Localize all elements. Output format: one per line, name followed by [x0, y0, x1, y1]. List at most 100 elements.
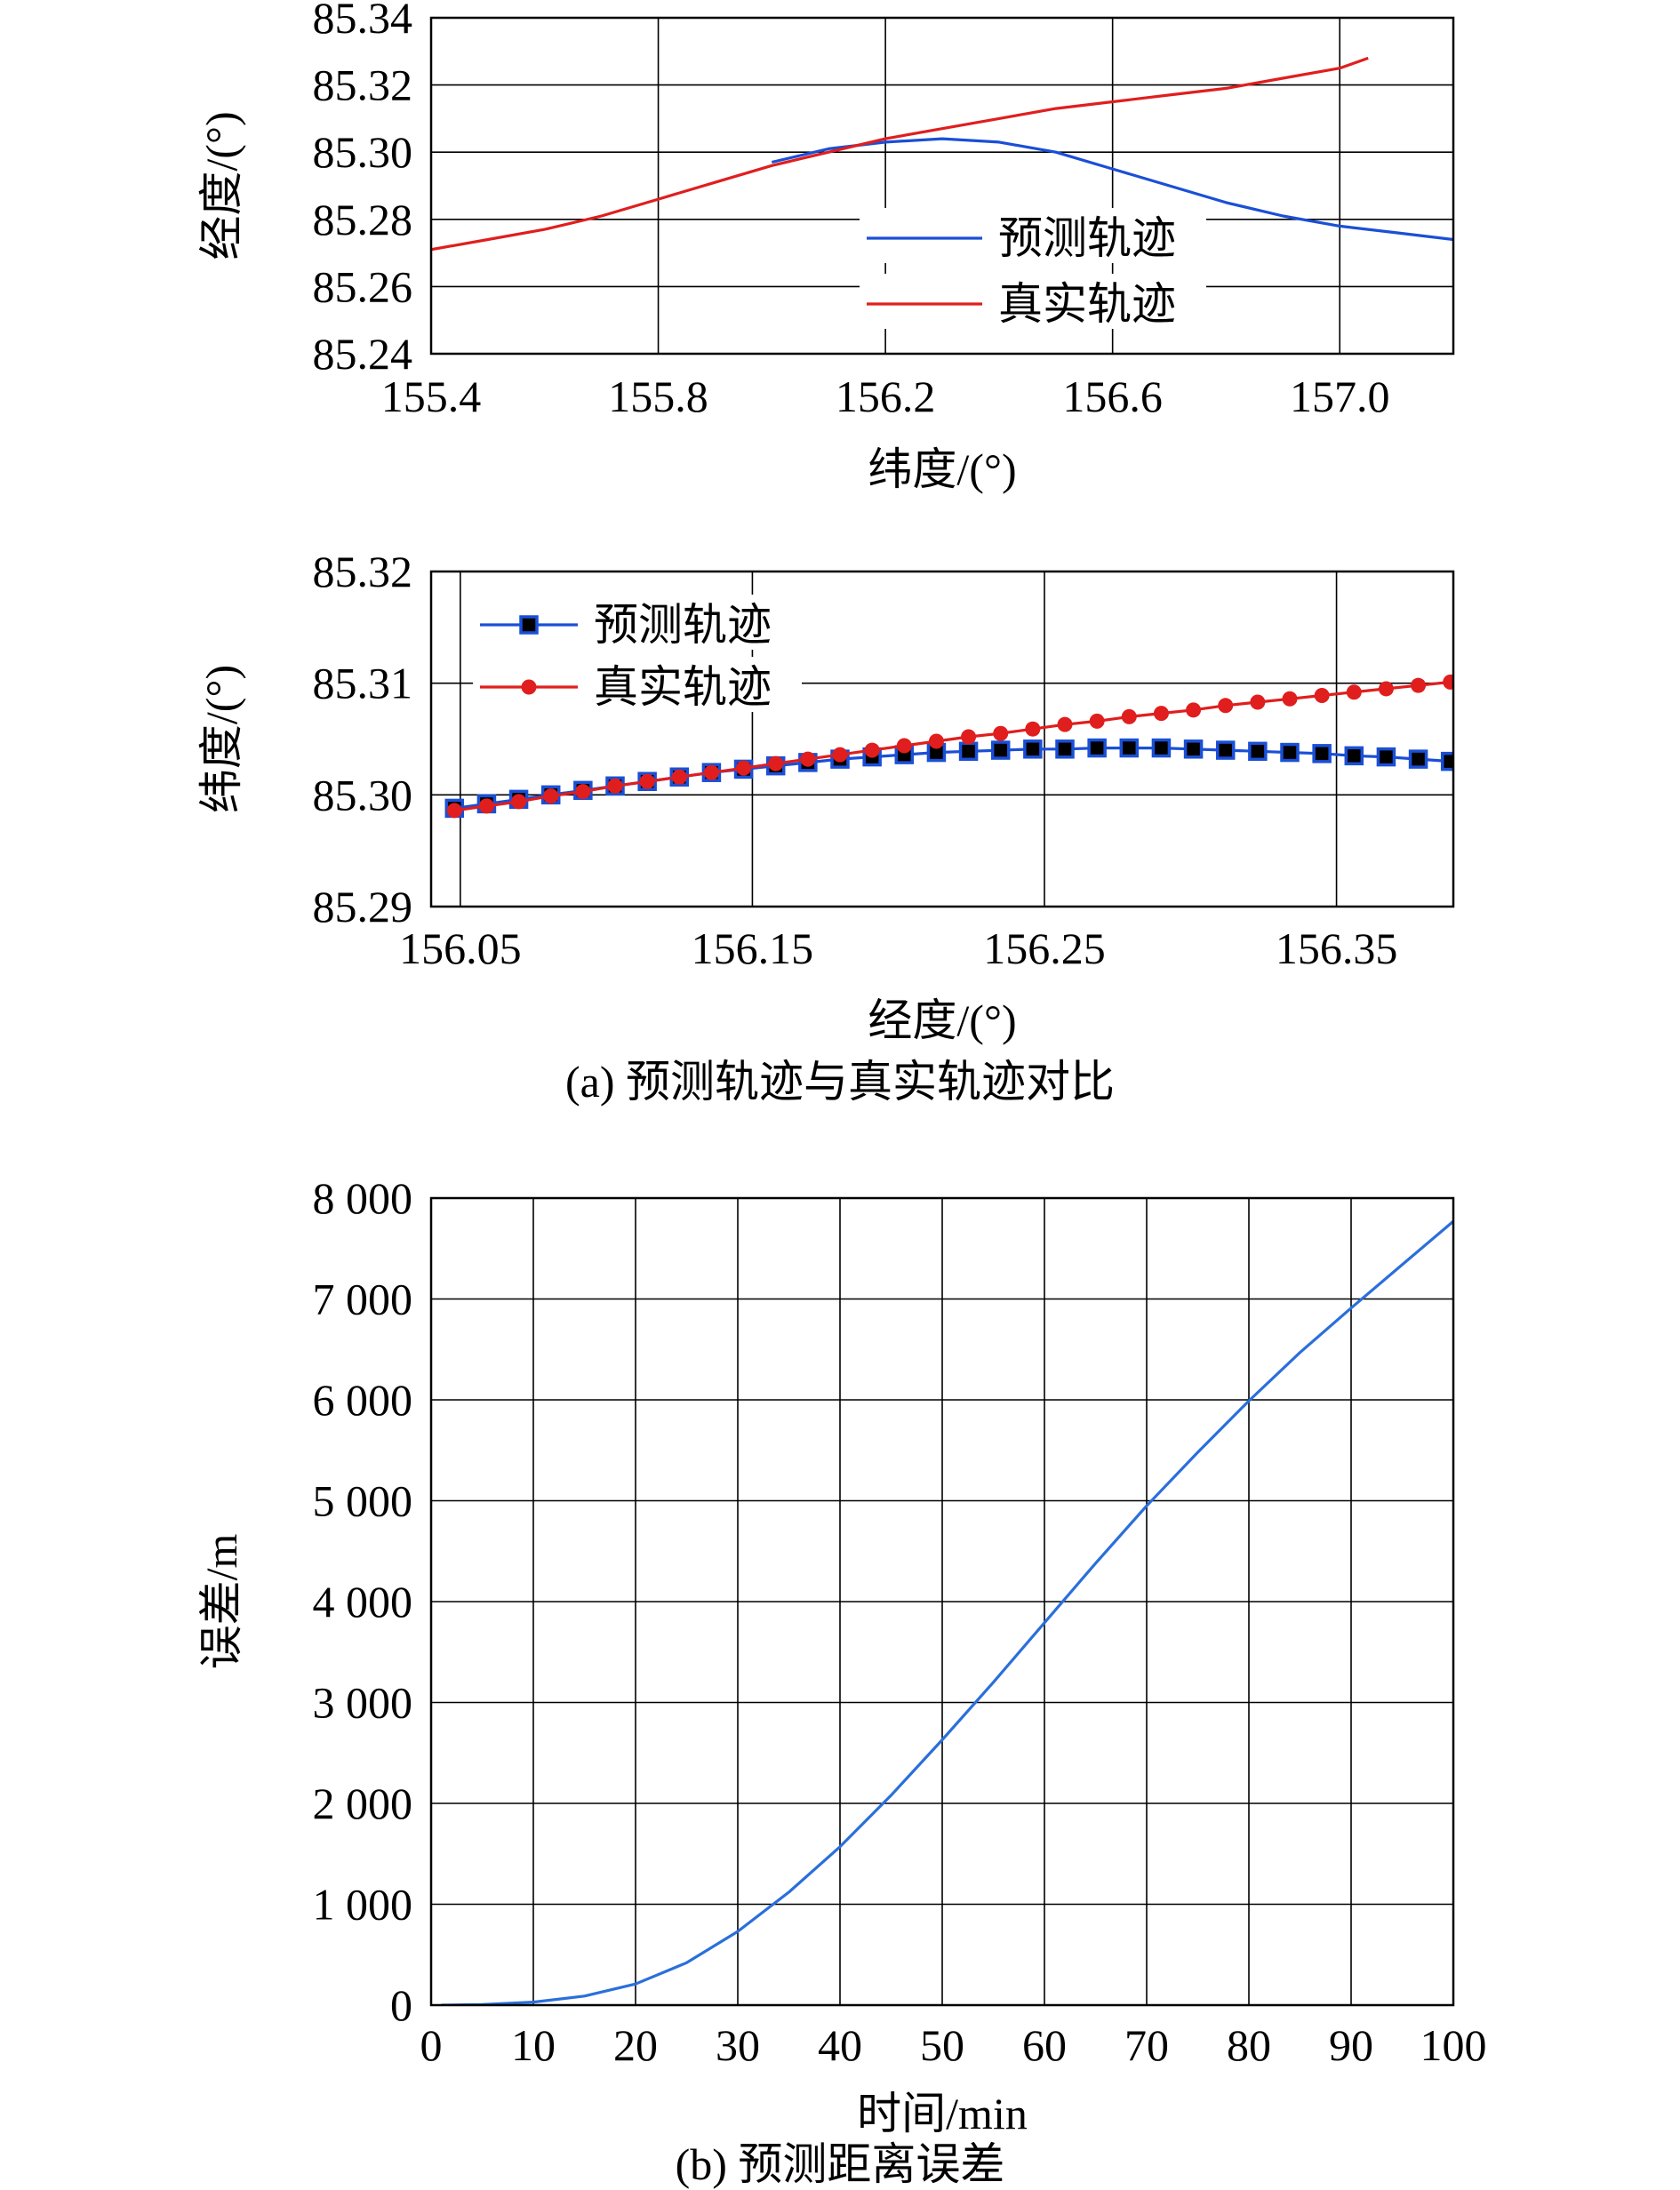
x-tick-label: 157.0	[1290, 372, 1390, 421]
data-point	[1153, 706, 1169, 722]
caption-a: (a) 预测轨迹与真实轨迹对比	[565, 1057, 1115, 1107]
x-tick-label: 156.2	[836, 372, 936, 421]
series-0	[771, 137, 1453, 242]
data-point	[703, 764, 719, 780]
data-point	[1151, 738, 1172, 758]
data-point	[543, 788, 559, 804]
y-tick-label: 3 000	[313, 1678, 413, 1728]
x-tick-label: 0	[420, 2020, 443, 2070]
series-0	[441, 1219, 1453, 2005]
data-point	[1183, 739, 1204, 759]
x-tick-label: 30	[716, 2020, 760, 2070]
legend-label: 预测轨迹	[594, 600, 772, 650]
data-point	[1312, 744, 1332, 763]
plot-frame	[429, 570, 1455, 908]
legend-label: 预测轨迹	[998, 213, 1176, 263]
caption-b: (b) 预测距离误差	[676, 2139, 1005, 2189]
data-point	[1087, 738, 1107, 758]
data-point	[1119, 738, 1140, 758]
data-point	[990, 740, 1011, 760]
series-line	[441, 1219, 1453, 2005]
series-line	[431, 56, 1369, 252]
data-point	[1089, 713, 1105, 729]
y-tick-label: 6 000	[313, 1375, 413, 1425]
data-point	[1314, 687, 1330, 703]
y-tick-label: 85.32	[313, 60, 413, 110]
data-point	[1408, 749, 1428, 769]
x-axis-label: 经度/(°)	[868, 995, 1016, 1045]
grid	[430, 1197, 1454, 2006]
y-tick-label: 85.31	[313, 659, 413, 708]
data-point	[736, 760, 752, 776]
data-point	[1250, 694, 1266, 710]
y-tick-label: 1 000	[313, 1880, 413, 1930]
legend-marker	[519, 615, 539, 635]
y-tick-label: 85.24	[313, 329, 413, 379]
data-point	[1186, 702, 1202, 718]
chart-trajectory-overview: 155.4 155.8 156.2 156.6 157.0 85.24 85.26 85.28…	[196, 0, 1455, 494]
data-point	[993, 725, 1009, 741]
data-point	[1346, 684, 1362, 700]
chart-distance-error: 0 10 20 30 40 50 60 70 80 90 100 0 1 000 2 000 3 000 4 …	[196, 1173, 1487, 2138]
y-tick-label: 8 000	[313, 1173, 413, 1223]
data-point	[1055, 739, 1075, 759]
data-point	[864, 742, 880, 758]
y-tick-label: 85.29	[313, 882, 413, 931]
y-tick-label: 85.28	[313, 195, 413, 244]
x-tick-label: 156.35	[1276, 923, 1398, 973]
x-tick-label: 10	[511, 2020, 556, 2070]
x-tick-label: 100	[1420, 2020, 1487, 2070]
x-axis-label: 时间/min	[857, 2089, 1028, 2138]
data-point	[768, 755, 784, 771]
data-point	[1121, 708, 1137, 724]
data-point	[958, 741, 979, 762]
data-point	[1344, 746, 1364, 766]
x-tick-label: 50	[920, 2020, 964, 2070]
plot-frame	[429, 16, 1455, 356]
data-point	[1376, 747, 1396, 767]
data-point	[671, 769, 687, 785]
x-tick-label: 60	[1022, 2020, 1067, 2070]
x-tick-label: 40	[818, 2020, 862, 2070]
legend-label: 真实轨迹	[594, 662, 772, 712]
data-point	[607, 778, 623, 794]
series-0	[444, 738, 1453, 819]
data-point	[446, 803, 462, 819]
data-point	[1215, 740, 1236, 760]
data-point	[511, 794, 527, 810]
data-point	[896, 738, 912, 754]
y-tick-label: 2 000	[313, 1778, 413, 1828]
data-point	[478, 798, 494, 814]
y-tick-label: 85.30	[313, 127, 413, 177]
series-1	[446, 674, 1453, 819]
x-tick-label: 155.8	[608, 372, 708, 421]
y-tick-label: 85.26	[313, 261, 413, 311]
x-tick-label: 156.25	[983, 923, 1106, 973]
y-tick-label: 85.34	[313, 0, 413, 43]
data-point	[1023, 739, 1043, 759]
y-axis-label: 经度/(°)	[196, 111, 246, 260]
x-tick-label: 156.15	[692, 923, 814, 973]
data-point	[1025, 721, 1041, 737]
x-tick-label: 20	[613, 2020, 658, 2070]
data-point	[575, 784, 591, 800]
x-tick-label: 155.4	[381, 372, 482, 421]
x-tick-label: 80	[1227, 2020, 1271, 2070]
data-point	[1057, 716, 1073, 732]
data-point	[1411, 677, 1427, 693]
plot-frame	[429, 1196, 1455, 2007]
y-axis-label: 纬度/(°)	[196, 665, 246, 813]
data-point	[1282, 691, 1298, 707]
data-point	[1440, 751, 1453, 771]
x-tick-label: 70	[1124, 2020, 1169, 2070]
y-tick-label: 4 000	[313, 1577, 413, 1627]
data-point	[961, 729, 977, 745]
y-tick-label: 85.30	[313, 770, 413, 819]
x-tick-label: 156.6	[1062, 372, 1163, 421]
data-point	[1378, 681, 1394, 697]
legend-marker	[521, 679, 537, 695]
series-1	[431, 56, 1369, 252]
